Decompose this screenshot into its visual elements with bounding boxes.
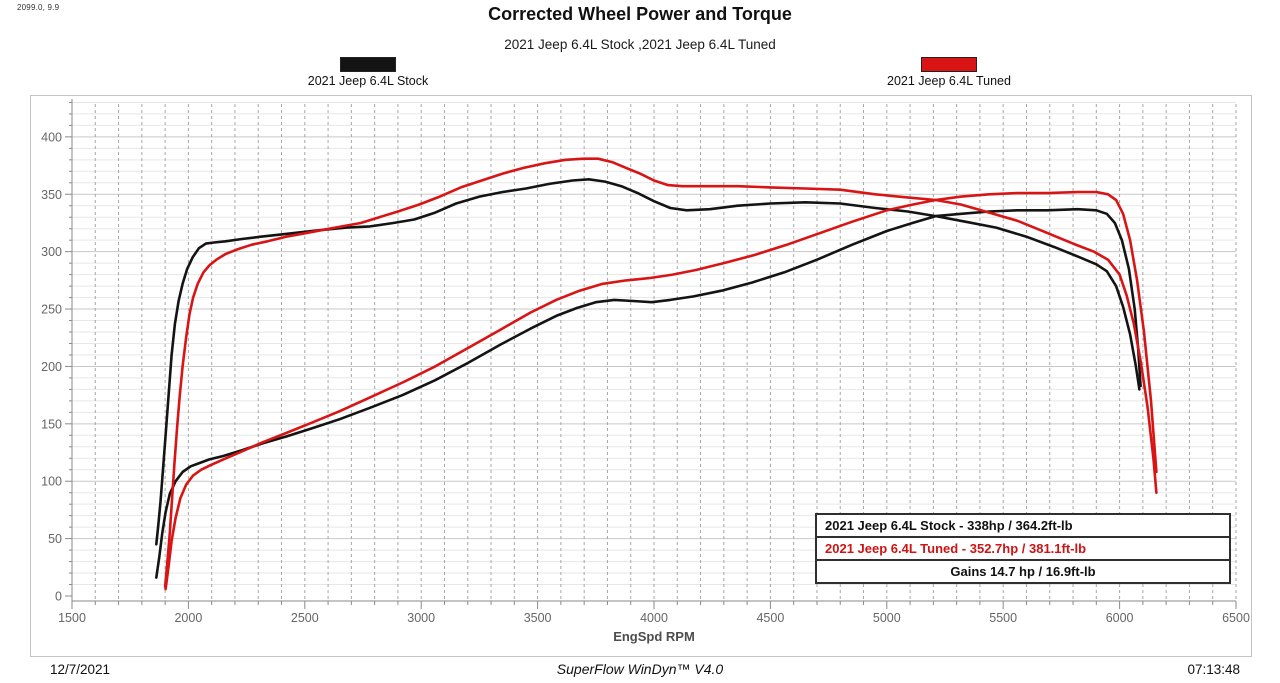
series-curve-2 (163, 157, 1158, 589)
series-curve-1 (155, 207, 1142, 579)
results-row-tuned: 2021 Jeep 6.4L Tuned - 352.7hp / 381.1ft… (815, 536, 1231, 561)
x-tick-label: 2500 (291, 611, 319, 625)
y-tick-label: 250 (41, 303, 62, 317)
footer-time: 07:13:48 (1187, 662, 1240, 677)
x-tick-label: 3000 (407, 611, 435, 625)
x-tick-label: 5000 (873, 611, 901, 625)
cursor-coordinate-readout: 2099.0, 9.9 (17, 3, 60, 12)
legend-tuned: 2021 Jeep 6.4L Tuned (879, 57, 1019, 88)
results-row-stock: 2021 Jeep 6.4L Stock - 338hp / 364.2ft-l… (815, 513, 1231, 538)
legend-tuned-swatch (921, 57, 977, 72)
x-tick-label: 6000 (1106, 611, 1134, 625)
legend-tuned-label: 2021 Jeep 6.4L Tuned (887, 74, 1011, 88)
legend-stock-label: 2021 Jeep 6.4L Stock (307, 74, 429, 88)
x-tick-label: 4000 (640, 611, 668, 625)
legend-stock-swatch (340, 57, 396, 72)
footer-date: 12/7/2021 (50, 662, 111, 677)
y-tick-label: 50 (48, 532, 62, 546)
series-curve-0 (155, 178, 1141, 546)
x-tick-label: 2000 (174, 611, 202, 625)
footer-software-name: SuperFlow WinDyn™ V4.0 (556, 661, 724, 677)
dyno-chart: 0 50 100 150 200 250 300 350 400 1500 2000 2500 3000… (41, 99, 1250, 644)
legend-stock: 2021 Jeep 6.4L Stock (298, 57, 438, 88)
series-curve-3 (164, 190, 1158, 591)
y-tick-label: 300 (41, 245, 62, 259)
x-tick-label: 5500 (989, 611, 1017, 625)
x-tick-label: 4500 (756, 611, 784, 625)
x-axis-label: EngSpd RPM (613, 629, 695, 644)
x-tick-label: 3500 (524, 611, 552, 625)
y-tick-label: 150 (41, 417, 62, 431)
page-subtitle: 2021 Jeep 6.4L Stock ,2021 Jeep 6.4L Tun… (504, 37, 776, 52)
y-tick-label: 400 (41, 130, 62, 144)
results-box: 2021 Jeep 6.4L Stock - 338hp / 364.2ft-l… (815, 513, 1231, 584)
x-tick-label: 6500 (1222, 611, 1250, 625)
results-row-gains: Gains 14.7 hp / 16.9ft-lb (815, 559, 1231, 584)
y-tick-label: 200 (41, 360, 62, 374)
axes: 0 50 100 150 200 250 300 350 400 1500 2000 2500 3000… (41, 99, 1250, 644)
y-tick-label: 350 (41, 188, 62, 202)
x-tick-label: 1500 (58, 611, 86, 625)
y-tick-label: 100 (41, 475, 62, 489)
page-title: Corrected Wheel Power and Torque (488, 4, 792, 24)
y-tick-label: 0 (55, 590, 62, 604)
